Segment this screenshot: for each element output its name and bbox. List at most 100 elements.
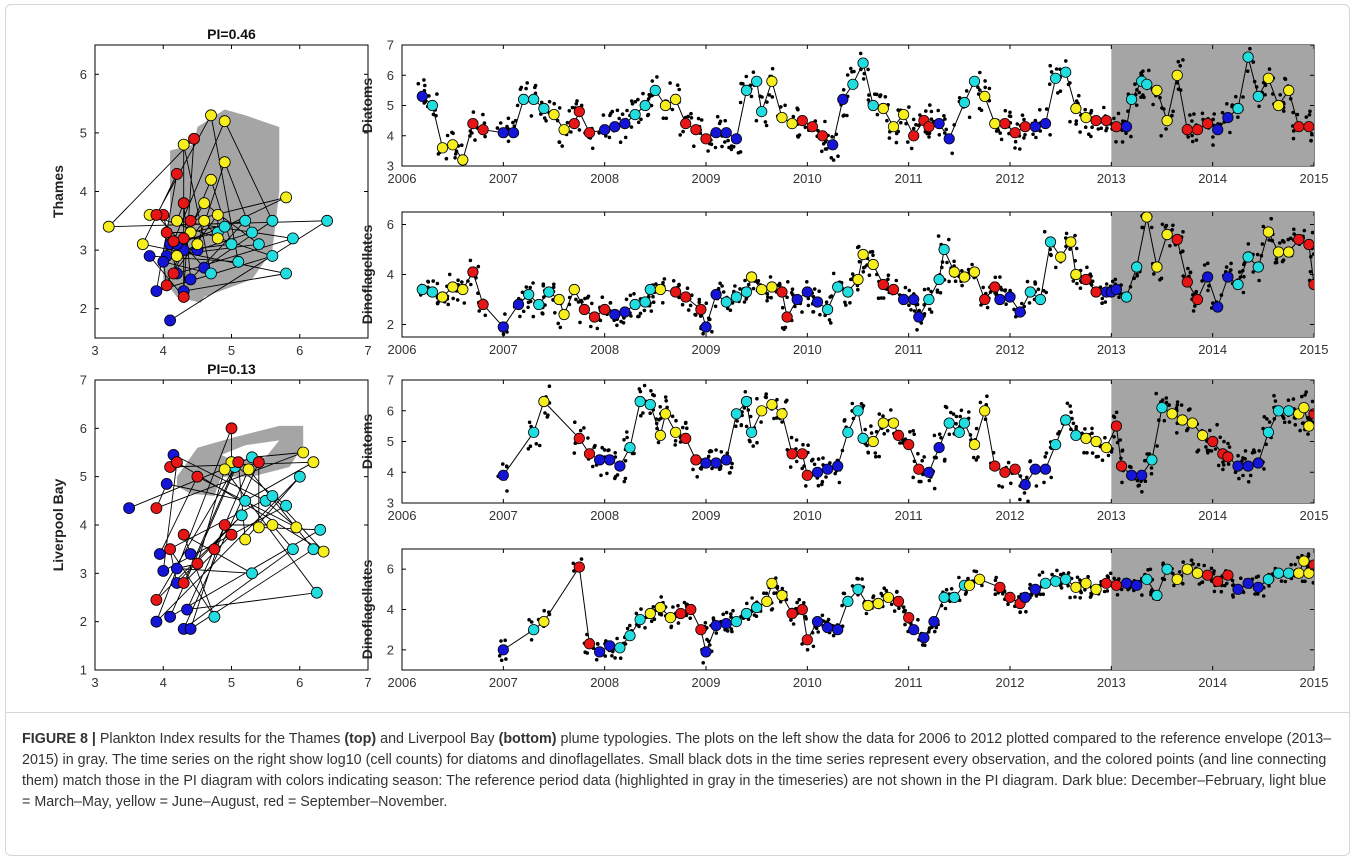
- observation-dot: [1068, 119, 1072, 124]
- observation-dot: [801, 442, 805, 447]
- observation-dot: [818, 312, 822, 317]
- observation-dot: [431, 279, 436, 283]
- seasonal-mean-point: [913, 463, 925, 475]
- observation-dot: [460, 280, 464, 284]
- observation-dot: [1226, 462, 1231, 466]
- observation-dot: [639, 607, 643, 611]
- observation-dot: [1020, 113, 1025, 117]
- observation-dot: [1257, 278, 1261, 283]
- seasonal-mean-point: [720, 127, 732, 139]
- observation-dot: [590, 301, 594, 306]
- observation-dot: [1325, 571, 1329, 575]
- observation-dot: [593, 443, 597, 448]
- seasonal-mean-point: [1303, 238, 1314, 251]
- observation-dot: [1242, 274, 1246, 279]
- observation-dot: [477, 309, 482, 313]
- observation-dot: [944, 587, 949, 592]
- observation-dot: [944, 127, 948, 132]
- observation-dot: [501, 462, 505, 466]
- observation-dot: [729, 147, 734, 152]
- seasonal-mean-point: [928, 615, 940, 628]
- seasonal-mean-point: [943, 417, 955, 429]
- pi-point: [184, 623, 197, 635]
- observation-dot: [1176, 59, 1181, 64]
- observation-dot: [1315, 568, 1319, 572]
- observation-dot: [1267, 584, 1271, 588]
- seasonal-mean-point: [1110, 420, 1123, 432]
- observation-dot: [1227, 445, 1232, 449]
- observation-dot: [446, 302, 451, 307]
- seasonal-mean-point: [1060, 66, 1072, 78]
- observation-dot: [953, 279, 958, 284]
- seasonal-mean-point: [1329, 292, 1339, 302]
- observation-dot: [1291, 136, 1296, 141]
- observation-dot: [800, 466, 804, 471]
- observation-dot: [1027, 301, 1032, 305]
- observation-dot: [499, 658, 504, 663]
- seasonal-mean-point: [832, 281, 844, 293]
- observation-dot: [607, 135, 612, 140]
- observation-dot: [426, 280, 431, 284]
- seasonal-mean-point: [1191, 567, 1204, 579]
- observation-dot: [875, 112, 880, 117]
- observation-dot: [1286, 237, 1290, 242]
- observation-dot: [811, 644, 816, 649]
- observation-dot: [483, 134, 487, 139]
- observation-dot: [615, 636, 619, 641]
- observation-dot: [779, 105, 783, 109]
- observation-dot: [506, 139, 511, 144]
- observation-dot: [993, 592, 998, 596]
- observation-dot: [674, 418, 678, 423]
- x-tick-label: 2010: [793, 675, 822, 690]
- seasonal-mean-point: [756, 405, 768, 417]
- observation-dot: [1038, 592, 1043, 597]
- seasonal-mean-point: [938, 591, 950, 604]
- observation-dot: [912, 309, 917, 313]
- observation-dot: [911, 117, 916, 122]
- x-tick-label: 2012: [996, 171, 1025, 186]
- seasonal-mean-point: [700, 321, 712, 333]
- observation-dot: [1322, 436, 1326, 440]
- observation-dot: [1333, 460, 1337, 464]
- observation-dot: [730, 461, 734, 466]
- observation-dot: [505, 489, 509, 493]
- observation-dot: [1086, 574, 1090, 579]
- pi-point: [252, 521, 265, 534]
- observation-dot: [618, 140, 623, 144]
- observation-dot: [1175, 431, 1179, 435]
- observation-dot: [783, 103, 787, 108]
- observation-dot: [1221, 460, 1225, 464]
- observation-dot: [794, 438, 799, 442]
- observation-dot: [1071, 279, 1076, 283]
- observation-dot: [791, 622, 796, 626]
- observation-dot: [540, 311, 544, 315]
- observation-dot: [601, 113, 606, 117]
- thames_dino-ylabel: Dinoflagellates: [359, 225, 375, 325]
- observation-dot: [1068, 595, 1072, 600]
- observation-dot: [1034, 135, 1038, 140]
- pi-point: [225, 422, 238, 435]
- seasonal-mean-point: [1242, 251, 1254, 263]
- pi-point: [225, 528, 238, 541]
- seasonal-mean-point: [1070, 268, 1082, 281]
- observation-dot: [670, 107, 675, 112]
- seasonal-mean-point: [1080, 273, 1092, 286]
- observation-dot: [641, 411, 645, 415]
- observation-dot: [655, 75, 659, 79]
- seasonal-mean-point: [1141, 573, 1153, 585]
- seasonal-mean-point: [852, 405, 864, 417]
- observation-dot: [642, 308, 647, 313]
- figure-svg: 3 4 5 6 7 2 3 4 5 6 Thames PI=0.46 3 4 5 6 7 1 2 3 4 5 6 7 Liver…: [50, 26, 1339, 690]
- seasonal-mean-point: [720, 454, 732, 466]
- observation-dot: [731, 608, 735, 613]
- pi-point: [150, 502, 163, 515]
- observation-dot: [1186, 427, 1190, 431]
- observation-dot: [805, 647, 810, 652]
- observation-dot: [783, 325, 788, 330]
- observation-dot: [578, 428, 583, 433]
- observation-dot: [1304, 115, 1309, 119]
- pi-point: [239, 214, 252, 227]
- observation-dot: [1189, 558, 1194, 562]
- observation-dot: [1311, 252, 1314, 256]
- pi-point: [246, 226, 258, 239]
